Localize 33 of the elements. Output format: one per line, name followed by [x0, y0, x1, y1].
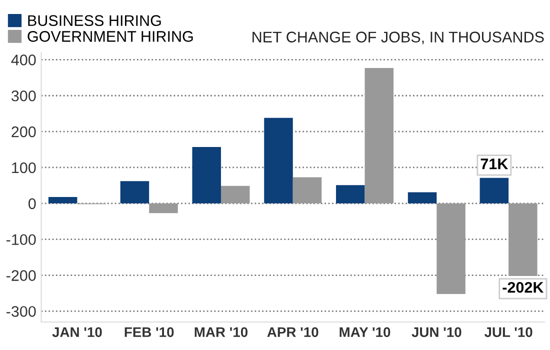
- x-tick-label: MAR '10: [194, 327, 248, 338]
- legend-label: BUSINESS HIRING: [28, 15, 161, 26]
- x-tick-label: JAN '10: [52, 327, 102, 338]
- x-tick-label: APR '10: [267, 327, 318, 338]
- y-tick-label: 200: [12, 126, 36, 138]
- bar: [120, 181, 150, 204]
- bar: [192, 147, 221, 204]
- bar: [508, 203, 538, 276]
- data-label: -202K: [502, 282, 544, 293]
- y-tick-label: -200: [6, 270, 36, 281]
- x-tick-label: JUN '10: [412, 327, 462, 338]
- y-tick-label: 300: [11, 90, 36, 102]
- bar: [48, 196, 78, 204]
- bar: [220, 186, 250, 204]
- bar: [336, 185, 365, 204]
- legend-label: GOVERNMENT HIRING: [28, 31, 193, 42]
- bar: [436, 203, 466, 294]
- y-tick-label: -300: [6, 306, 36, 317]
- bar: [149, 203, 178, 214]
- bar: [408, 192, 437, 204]
- bar: [480, 178, 509, 204]
- x-tick-label: MAY '10: [340, 327, 390, 338]
- y-tick-label: 0: [28, 198, 36, 210]
- y-tick-label: 400: [11, 54, 36, 66]
- bar: [364, 68, 394, 204]
- bar: [292, 177, 322, 204]
- bar: [264, 118, 293, 204]
- y-tick-label: -100: [6, 234, 36, 246]
- y-tick-label: 100: [12, 162, 36, 174]
- x-tick-label: FEB '10: [124, 327, 174, 338]
- data-label: 71K: [480, 158, 508, 170]
- x-tick-label: JUL '10: [484, 327, 532, 338]
- y-axis-title: NET CHANGE OF JOBS, IN THOUSANDS: [252, 32, 544, 44]
